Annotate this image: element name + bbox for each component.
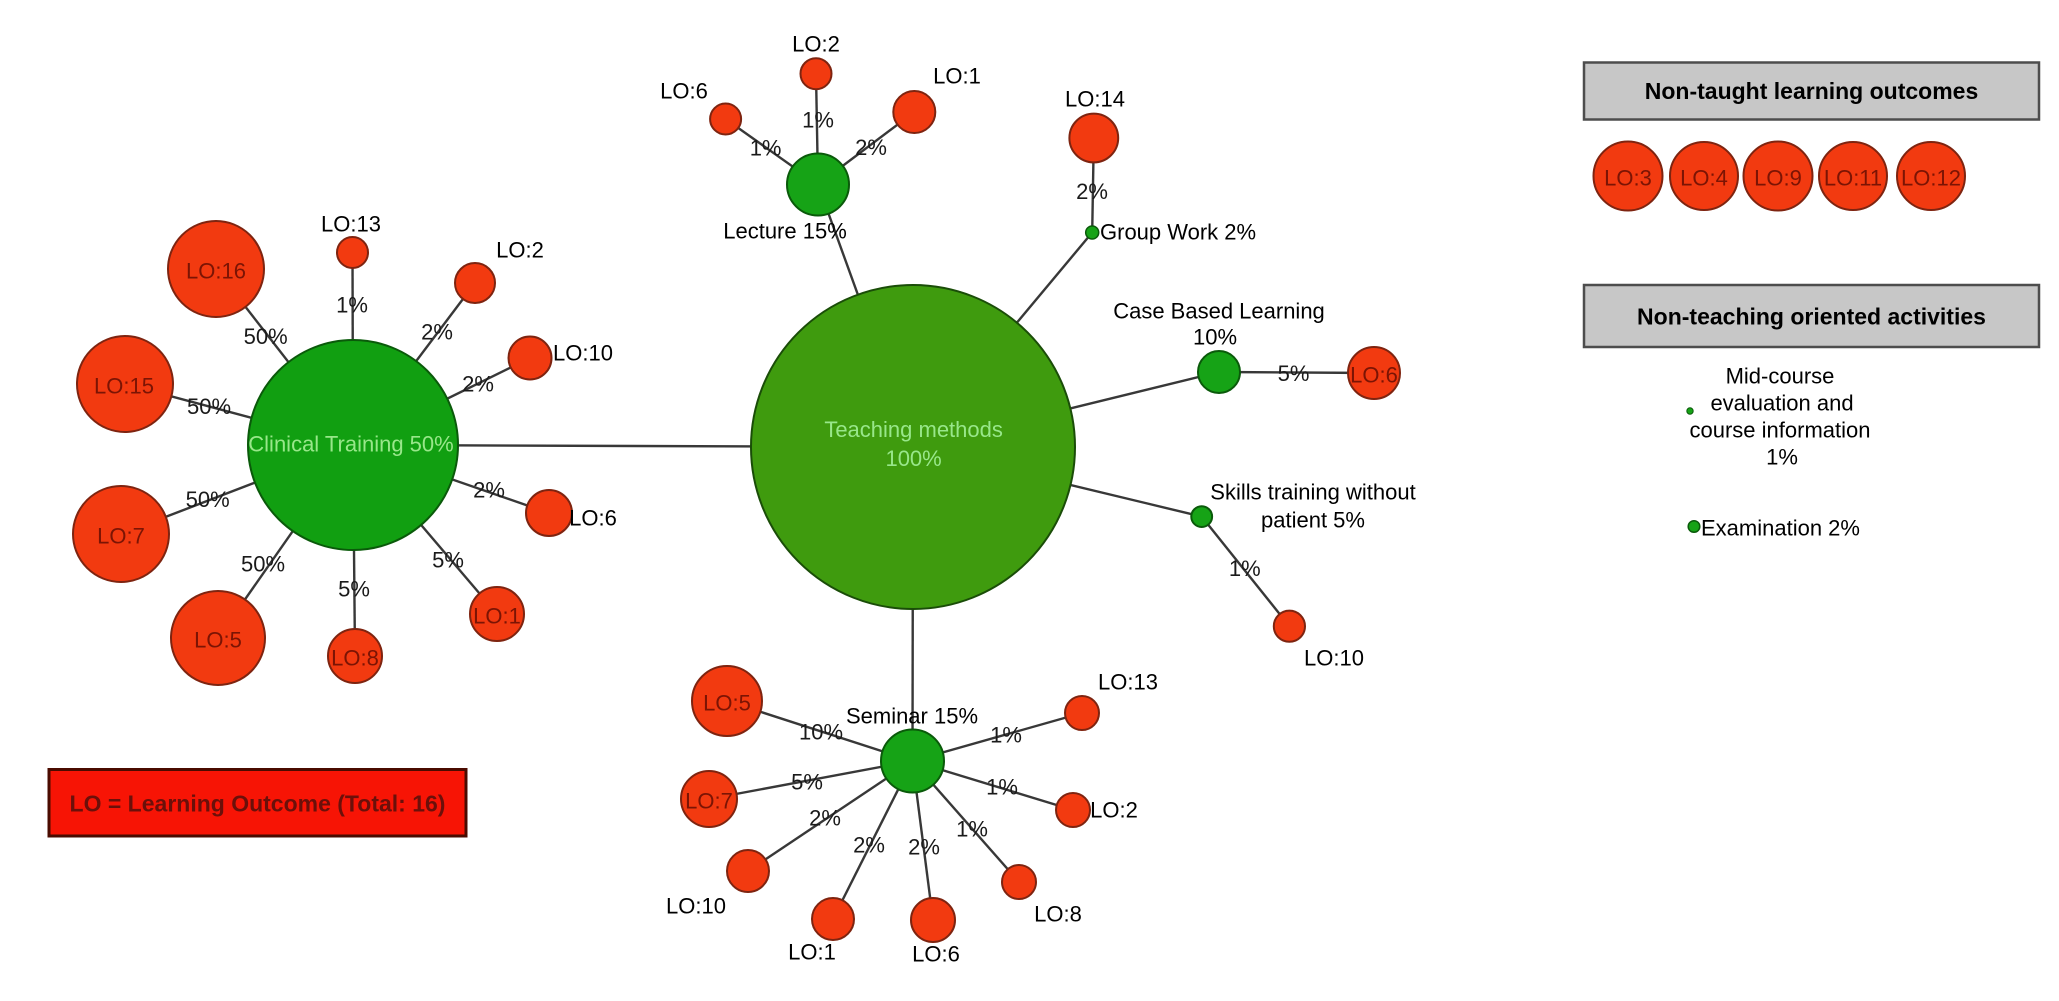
svg-text:LO:6: LO:6	[660, 79, 708, 104]
svg-text:50%: 50%	[244, 324, 288, 349]
svg-text:LO:4: LO:4	[1680, 166, 1728, 191]
svg-text:Seminar 15%: Seminar 15%	[846, 704, 978, 729]
svg-text:LO:1: LO:1	[788, 940, 836, 965]
svg-text:Skills training without: Skills training without	[1210, 480, 1415, 505]
svg-text:LO:5: LO:5	[703, 691, 751, 716]
svg-text:Mid-course: Mid-course	[1726, 364, 1835, 389]
svg-text:50%: 50%	[187, 394, 231, 419]
svg-text:2%: 2%	[462, 372, 494, 397]
svg-text:Group Work 2%: Group Work 2%	[1100, 220, 1256, 245]
svg-text:LO = Learning Outcome (Total:: LO = Learning Outcome (Total: 16)	[70, 791, 446, 817]
svg-text:100%: 100%	[885, 446, 941, 471]
svg-text:LO:9: LO:9	[1754, 166, 1802, 191]
svg-text:2%: 2%	[855, 135, 887, 160]
svg-text:Case Based Learning: Case Based Learning	[1113, 299, 1325, 324]
svg-text:5%: 5%	[338, 577, 370, 602]
svg-text:LO:6: LO:6	[1350, 363, 1398, 388]
svg-text:50%: 50%	[241, 552, 285, 577]
svg-text:2%: 2%	[908, 835, 940, 860]
svg-text:1%: 1%	[1229, 556, 1261, 581]
svg-text:2%: 2%	[853, 833, 885, 858]
svg-text:Non-teaching oriented activiti: Non-teaching oriented activities	[1637, 304, 1986, 330]
svg-text:Lecture 15%: Lecture 15%	[723, 219, 847, 244]
svg-text:Non-taught learning outcomes: Non-taught learning outcomes	[1645, 78, 1979, 104]
svg-text:LO:8: LO:8	[1034, 902, 1082, 927]
svg-text:LO:16: LO:16	[186, 259, 246, 284]
svg-text:LO:8: LO:8	[331, 646, 379, 671]
svg-text:LO:5: LO:5	[194, 628, 242, 653]
svg-text:LO:1: LO:1	[473, 604, 521, 629]
svg-text:LO:6: LO:6	[569, 506, 617, 531]
svg-text:5%: 5%	[1278, 361, 1310, 386]
svg-text:LO:11: LO:11	[1824, 166, 1882, 191]
svg-text:LO:10: LO:10	[553, 341, 613, 366]
svg-text:10%: 10%	[1193, 325, 1237, 350]
svg-text:LO:7: LO:7	[685, 789, 733, 814]
svg-text:2%: 2%	[421, 320, 453, 345]
svg-text:LO:13: LO:13	[321, 212, 381, 237]
svg-text:LO:10: LO:10	[666, 894, 726, 919]
svg-text:5%: 5%	[432, 548, 464, 573]
svg-text:LO:2: LO:2	[792, 32, 840, 57]
svg-text:course information: course information	[1690, 418, 1871, 443]
svg-text:LO:13: LO:13	[1098, 670, 1158, 695]
svg-text:LO:1: LO:1	[933, 64, 981, 89]
svg-text:LO:7: LO:7	[97, 524, 145, 549]
svg-text:1%: 1%	[802, 108, 834, 133]
svg-text:patient 5%: patient 5%	[1261, 508, 1365, 533]
svg-text:LO:10: LO:10	[1304, 646, 1364, 671]
svg-text:LO:15: LO:15	[94, 374, 154, 399]
svg-text:5%: 5%	[791, 770, 823, 795]
svg-text:Teaching methods: Teaching methods	[824, 417, 1003, 442]
svg-text:LO:2: LO:2	[1090, 798, 1138, 823]
svg-text:1%: 1%	[986, 775, 1018, 800]
svg-text:Clinical Training 50%: Clinical Training 50%	[248, 432, 453, 457]
svg-text:2%: 2%	[473, 478, 505, 503]
svg-text:Examination 2%: Examination 2%	[1701, 516, 1860, 541]
svg-text:1%: 1%	[990, 723, 1022, 748]
svg-text:2%: 2%	[809, 806, 841, 831]
svg-text:LO:14: LO:14	[1065, 87, 1125, 112]
svg-text:1%: 1%	[750, 136, 782, 161]
svg-text:10%: 10%	[799, 720, 843, 745]
svg-text:50%: 50%	[186, 487, 230, 512]
svg-text:LO:12: LO:12	[1901, 166, 1961, 191]
svg-text:1%: 1%	[336, 293, 368, 318]
svg-text:1%: 1%	[956, 817, 988, 842]
svg-text:LO:6: LO:6	[912, 942, 960, 967]
svg-text:LO:3: LO:3	[1604, 166, 1652, 191]
svg-text:LO:2: LO:2	[496, 238, 544, 263]
svg-text:evaluation and: evaluation and	[1710, 391, 1853, 416]
svg-text:2%: 2%	[1076, 179, 1108, 204]
svg-text:1%: 1%	[1766, 445, 1798, 470]
